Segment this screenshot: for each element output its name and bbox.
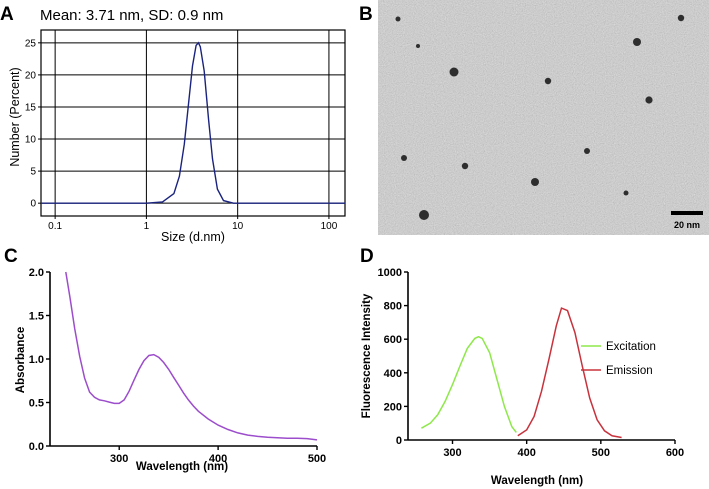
- panel-c-axes: 300 400 500 0.0 0.5 1.0 1.5 2.0: [29, 267, 326, 465]
- panel-a-y-tick-label: 20: [25, 70, 37, 81]
- panel-a-x-tick-label: 10: [232, 221, 244, 232]
- panel-a-title: Mean: 3.71 nm, SD: 0.9 nm: [40, 7, 223, 24]
- nanoparticle: [645, 96, 653, 104]
- panel-d-emission-line: [517, 307, 622, 439]
- panel-d-label: D: [360, 246, 374, 267]
- tem-nanoparticles: [395, 14, 685, 220]
- nanoparticle: [544, 77, 552, 85]
- nanoparticle: [633, 38, 641, 46]
- panel-a-distribution-line: [41, 41, 345, 204]
- panel-d-x-tick-label: 300: [443, 447, 461, 459]
- panel-d-y-tick-label: 0: [396, 435, 402, 447]
- panel-d-excitation-line: [421, 335, 517, 433]
- legend-label-excitation: Excitation: [606, 341, 656, 353]
- nanoparticle: [449, 67, 459, 77]
- nanoparticle: [677, 14, 685, 22]
- nanoparticle: [401, 155, 407, 161]
- panel-d-xlabel: Wavelength (nm): [491, 475, 583, 487]
- panel-c-y-tick-label: 1.0: [29, 354, 44, 366]
- panel-d-y-tick-label: 1000: [378, 267, 402, 279]
- panel-d-x-tick-label: 500: [592, 447, 610, 459]
- panel-a-y-tick-label: 15: [25, 102, 37, 113]
- panel-c-y-tick-label: 2.0: [29, 267, 44, 279]
- panel-a-xlabel: Size (d.nm): [161, 230, 225, 244]
- panel-d-y-tick-label: 400: [384, 368, 402, 380]
- panel-a-x-tick-label: 0.1: [48, 221, 62, 232]
- panel-a-y-tick-label: 25: [25, 38, 37, 49]
- panel-a-label: A: [0, 4, 14, 25]
- panel-d-ylabel: Fluorescence Intensity: [361, 293, 373, 418]
- panel-a-ylabel: Number (Percent): [8, 67, 22, 166]
- panel-a-gridlines: [41, 30, 345, 216]
- panel-a-ticks: 0.1 1 10 100 0 5 10 15 20 25: [25, 38, 338, 232]
- panel-d-x-tick-label: 400: [517, 447, 535, 459]
- panel-c-x-tick-label: 500: [308, 453, 326, 465]
- nanoparticle: [531, 178, 539, 186]
- nanoparticle: [584, 148, 590, 154]
- panel-c-y-tick-label: 0.0: [29, 441, 44, 453]
- panel-d-y-tick-label: 200: [384, 401, 402, 413]
- panel-c-ylabel: Absorbance: [15, 327, 27, 393]
- panel-a-plot-frame: [40, 29, 346, 217]
- panel-c-xlabel: Wavelength (nm): [136, 461, 228, 473]
- panel-d-axes: 300 400 500 600 0 200 400 600 800 1000: [378, 267, 685, 459]
- panel-c-y-tick-label: 0.5: [29, 398, 44, 410]
- nanoparticle: [395, 16, 401, 22]
- nanoparticle: [419, 210, 429, 220]
- legend-label-emission: Emission: [606, 365, 653, 377]
- panel-a-x-tick-label: 100: [321, 221, 338, 232]
- panel-a-y-tick-label: 0: [30, 199, 36, 210]
- panel-c-label: C: [4, 246, 18, 267]
- panel-c-x-tick-label: 300: [110, 453, 128, 465]
- panel-c-y-tick-label: 1.5: [29, 311, 44, 323]
- nanoparticle: [461, 162, 469, 170]
- nanoparticle: [416, 44, 420, 48]
- scale-bar: [671, 211, 703, 215]
- panel-c-x-tick-label: 400: [209, 453, 227, 465]
- tem-image-texture: [378, 0, 709, 235]
- panel-a-y-tick-label: 10: [25, 135, 37, 146]
- scale-bar-label: 20 nm: [674, 220, 700, 230]
- nanoparticle: [623, 190, 629, 196]
- panel-d-y-tick-label: 800: [384, 301, 402, 313]
- panel-a-x-tick-label: 1: [144, 221, 150, 232]
- panel-d-x-tick-label: 600: [666, 447, 684, 459]
- panel-d-y-tick-label: 600: [384, 334, 402, 346]
- panel-d-legend: Excitation Emission: [581, 341, 656, 377]
- panel-c-absorbance-line: [65, 271, 318, 441]
- panel-a-y-tick-label: 5: [30, 167, 36, 178]
- panel-b-label: B: [359, 4, 373, 25]
